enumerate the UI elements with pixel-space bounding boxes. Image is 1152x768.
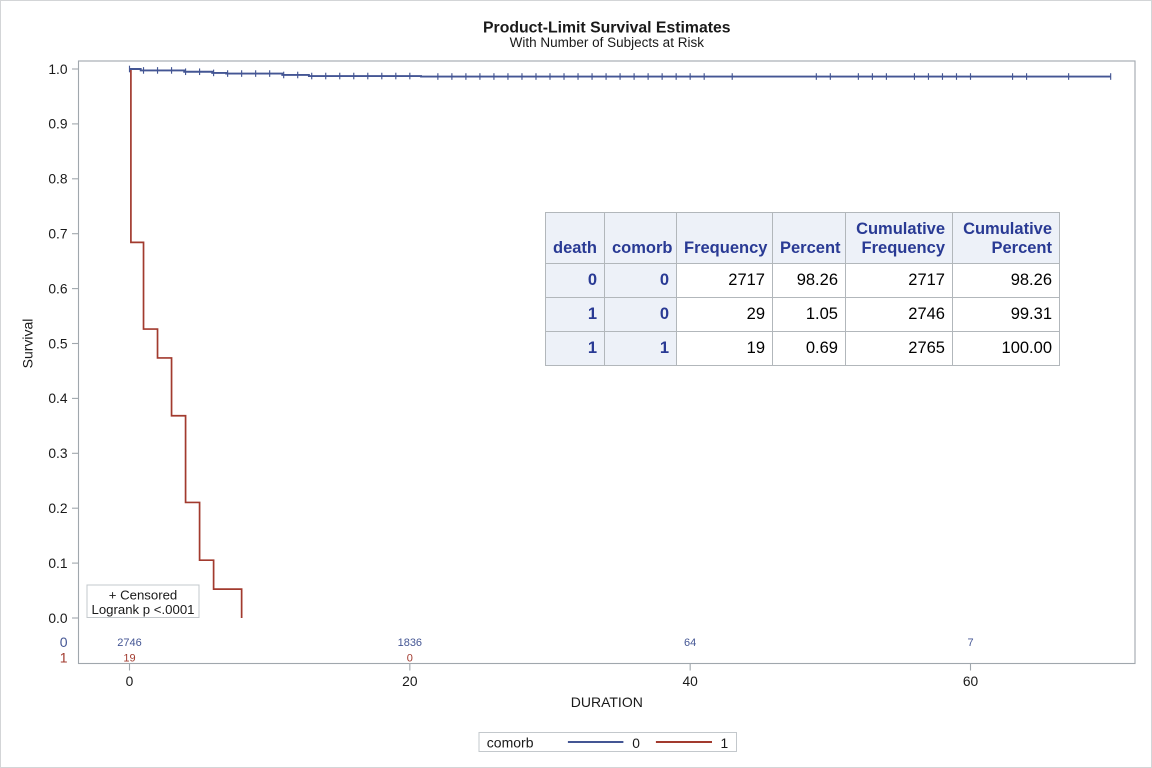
table-row: 1 0 29 1.05 2746 99.31 bbox=[545, 297, 1060, 332]
x-axis-title: DURATION bbox=[571, 694, 643, 710]
row-class-value: 0 bbox=[604, 297, 677, 332]
censored-stats-border bbox=[86, 584, 200, 618]
frequency-table-wrap: death comorb Frequency Percent Cumulative Fre… bbox=[545, 212, 1060, 366]
y-axis-title: Survival bbox=[20, 319, 36, 369]
at-risk-count: 64 bbox=[684, 637, 696, 649]
x-axis-ticks: 0 20 40 60 bbox=[126, 663, 979, 689]
table-cell: 29 bbox=[676, 297, 773, 332]
censored-label: + Censored bbox=[109, 588, 178, 603]
table-cell: 0.69 bbox=[772, 331, 846, 366]
table-cell: 99.31 bbox=[952, 297, 1060, 332]
at-risk-count: 7 bbox=[967, 637, 973, 649]
at-risk-row-label-0: 0 bbox=[60, 634, 68, 650]
x-tick-label: 20 bbox=[402, 674, 418, 689]
table-cell: 100.00 bbox=[952, 331, 1060, 366]
survival-curve-1 bbox=[129, 68, 243, 618]
survival-curve-0 bbox=[129, 68, 1111, 78]
row-class-value: 0 bbox=[604, 263, 677, 298]
y-tick-label: 0.6 bbox=[48, 281, 68, 296]
y-tick-label: 1.0 bbox=[48, 62, 68, 77]
table-cell: 2765 bbox=[845, 331, 953, 366]
legend-label-0: 0 bbox=[632, 736, 640, 751]
frequency-table-header-row: death comorb Frequency Percent Cumulative Fre… bbox=[545, 212, 1060, 264]
column-header-comorb: comorb bbox=[604, 212, 677, 264]
y-tick-label: 0.3 bbox=[48, 446, 68, 461]
at-risk-count: 0 bbox=[407, 653, 413, 665]
y-tick-label: 0.7 bbox=[48, 227, 67, 242]
legend-label-1: 1 bbox=[721, 736, 729, 751]
y-tick-label: 0.9 bbox=[48, 117, 68, 132]
y-tick-label: 0.0 bbox=[48, 611, 68, 626]
column-header-cumulative-percent: Cumulative Percent bbox=[952, 212, 1060, 264]
y-tick-label: 0.8 bbox=[48, 172, 68, 187]
censor-marks-0 bbox=[128, 65, 1112, 80]
column-header-death: death bbox=[545, 212, 605, 264]
table-row: 1 1 19 0.69 2765 100.00 bbox=[545, 331, 1060, 366]
at-risk-table: 0 2746 1836 64 7 1 19 0 bbox=[60, 634, 974, 665]
y-axis-ticks: 0.0 0.1 0.2 0.3 0.4 0.5 0.6 0.7 0.8 0.9 1.0 bbox=[48, 62, 79, 626]
table-cell: 2717 bbox=[845, 263, 953, 298]
table-cell: 98.26 bbox=[952, 263, 1060, 298]
table-cell: 2717 bbox=[676, 263, 773, 298]
survival-curves bbox=[128, 65, 1112, 618]
column-header-frequency: Frequency bbox=[676, 212, 773, 264]
frequency-table: death comorb Frequency Percent Cumulative Fre… bbox=[545, 212, 1060, 366]
table-cell: 2746 bbox=[845, 297, 953, 332]
y-tick-label: 0.5 bbox=[48, 336, 68, 351]
censored-stats-box: + Censored Logrank p <.0001 bbox=[86, 584, 200, 618]
table-cell: 98.26 bbox=[772, 263, 846, 298]
x-tick-label: 60 bbox=[963, 674, 979, 689]
table-cell: 19 bbox=[676, 331, 773, 366]
at-risk-count: 19 bbox=[123, 653, 135, 665]
column-header-percent: Percent bbox=[772, 212, 846, 264]
at-risk-count: 1836 bbox=[398, 637, 422, 649]
x-tick-label: 0 bbox=[126, 674, 134, 689]
row-class-value: 1 bbox=[545, 331, 605, 366]
x-tick-label: 40 bbox=[682, 674, 698, 689]
legend-title: comorb bbox=[487, 735, 534, 751]
row-class-value: 0 bbox=[545, 263, 605, 298]
row-class-value: 1 bbox=[604, 331, 677, 366]
y-tick-label: 0.2 bbox=[48, 501, 67, 516]
logrank-label: Logrank p <.0001 bbox=[91, 602, 194, 617]
plot-wall bbox=[77, 60, 1136, 665]
plot-title: Product-Limit Survival Estimates bbox=[483, 20, 731, 37]
at-risk-count: 2746 bbox=[117, 637, 141, 649]
plot-subtitle: With Number of Subjects at Risk bbox=[510, 35, 705, 50]
table-cell: 1.05 bbox=[772, 297, 846, 332]
y-tick-label: 0.4 bbox=[48, 391, 68, 406]
column-header-cumulative-frequency: Cumulative Frequency bbox=[845, 212, 953, 264]
at-risk-row-label-1: 1 bbox=[60, 649, 68, 665]
table-row: 0 0 2717 98.26 2717 98.26 bbox=[545, 263, 1060, 298]
y-tick-label: 0.1 bbox=[48, 556, 67, 571]
row-class-value: 1 bbox=[545, 297, 605, 332]
